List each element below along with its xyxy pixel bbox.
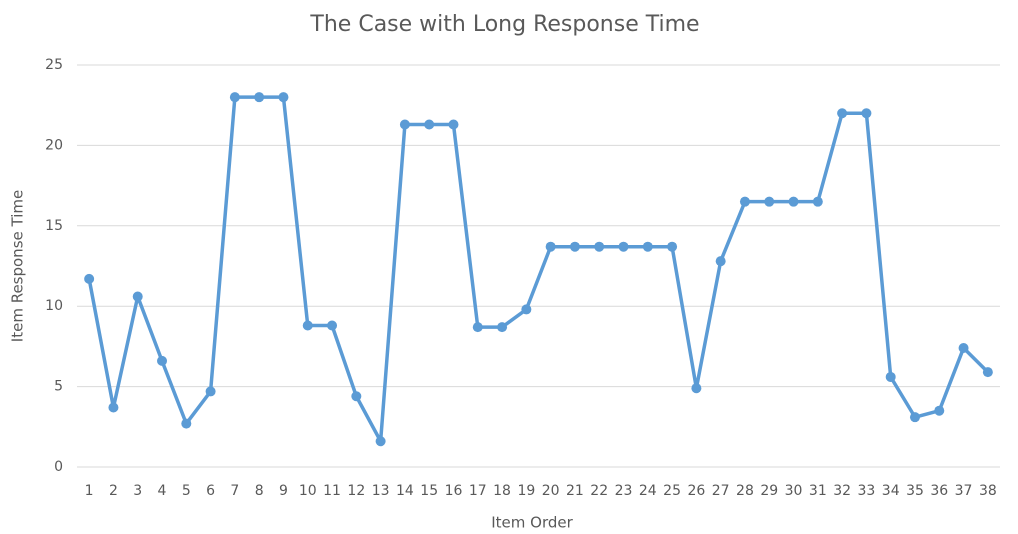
marker	[788, 196, 799, 207]
marker	[594, 241, 605, 252]
marker	[448, 119, 459, 130]
marker	[958, 343, 969, 354]
x-tick-label: 24	[639, 483, 657, 499]
marker	[521, 304, 532, 315]
x-tick-label: 12	[347, 483, 365, 499]
x-tick-label: 6	[206, 483, 215, 499]
marker	[302, 320, 313, 331]
marker	[84, 273, 95, 284]
x-tick-label: 7	[230, 483, 239, 499]
marker	[885, 371, 896, 382]
y-tick-label: 0	[54, 459, 63, 475]
marker	[764, 196, 775, 207]
x-tick-label: 33	[857, 483, 875, 499]
x-tick-label: 2	[109, 483, 118, 499]
marker	[108, 402, 119, 413]
y-tick-label: 25	[45, 57, 63, 73]
marker	[327, 320, 338, 331]
chart-title: The Case with Long Response Time	[309, 12, 699, 37]
marker	[375, 436, 386, 447]
x-tick-label: 14	[396, 483, 414, 499]
marker	[739, 196, 750, 207]
marker	[861, 108, 872, 119]
marker	[667, 241, 678, 252]
x-tick-label: 16	[445, 483, 463, 499]
marker	[351, 391, 362, 402]
marker	[982, 367, 993, 378]
marker	[472, 322, 483, 333]
x-tick-label: 29	[760, 483, 778, 499]
x-tick-label: 17	[469, 483, 487, 499]
x-axis-title: Item Order	[491, 514, 573, 532]
x-tick-label: 35	[906, 483, 924, 499]
x-tick-label: 5	[182, 483, 191, 499]
x-tick-label: 1	[85, 483, 94, 499]
x-tick-label: 36	[930, 483, 948, 499]
x-tick-label: 15	[420, 483, 438, 499]
marker	[497, 322, 508, 333]
y-tick-label: 15	[45, 218, 63, 234]
x-tick-label: 38	[979, 483, 997, 499]
series-line	[87, 95, 990, 444]
x-tick-label: 13	[372, 483, 390, 499]
marker	[424, 119, 435, 130]
x-tick-label: 37	[955, 483, 973, 499]
x-tick-label: 11	[323, 483, 341, 499]
marker	[205, 386, 216, 397]
marker	[254, 92, 265, 103]
marker	[812, 196, 823, 207]
y-tick-label: 20	[45, 137, 63, 153]
marker	[618, 241, 629, 252]
x-tick-label: 26	[687, 483, 705, 499]
marker	[157, 355, 168, 366]
x-tick-label: 30	[785, 483, 803, 499]
x-tick-label: 8	[255, 483, 264, 499]
x-tick-label: 22	[590, 483, 608, 499]
x-tick-label: 31	[809, 483, 827, 499]
y-tick-label: 5	[54, 379, 63, 395]
x-tick-label: 21	[566, 483, 584, 499]
marker	[642, 241, 653, 252]
marker	[934, 405, 945, 416]
marker	[229, 92, 240, 103]
x-tick-label: 25	[663, 483, 681, 499]
x-tick-label: 27	[712, 483, 730, 499]
x-tick-label: 10	[299, 483, 317, 499]
marker	[909, 412, 920, 423]
x-tick-label: 34	[882, 483, 900, 499]
x-tick-label: 28	[736, 483, 754, 499]
marker	[837, 108, 848, 119]
x-tick-label: 3	[133, 483, 142, 499]
marker	[132, 291, 143, 302]
marker	[715, 256, 726, 267]
x-tick-label: 20	[542, 483, 560, 499]
marker	[181, 418, 192, 429]
x-tick-label: 18	[493, 483, 511, 499]
marker	[278, 92, 289, 103]
marker	[545, 241, 556, 252]
x-tick-label: 23	[615, 483, 633, 499]
x-tick-label: 9	[279, 483, 288, 499]
marker	[399, 119, 410, 130]
x-tick-label: 4	[158, 483, 167, 499]
y-tick-label: 10	[45, 298, 63, 314]
y-axis-title: Item Response Time	[9, 190, 27, 342]
marker	[691, 383, 702, 394]
x-tick-label: 32	[833, 483, 851, 499]
x-tick-label: 19	[517, 483, 535, 499]
marker	[569, 241, 580, 252]
